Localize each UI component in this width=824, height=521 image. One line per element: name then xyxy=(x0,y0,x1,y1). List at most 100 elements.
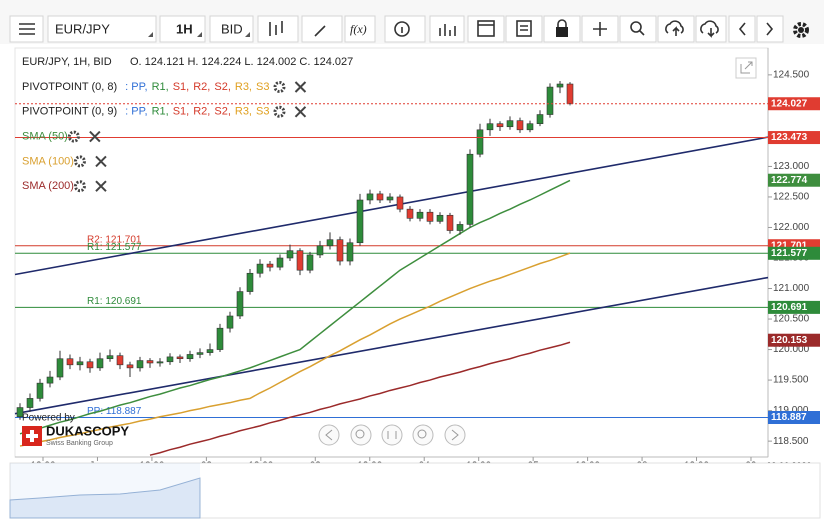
indicator-token: S1, xyxy=(173,81,190,93)
candle-body xyxy=(116,355,124,366)
price-tag xyxy=(768,97,820,111)
price-tag-label: 118.887 xyxy=(771,412,807,423)
chart-header: EUR/JPY, 1H, BID xyxy=(22,56,112,68)
nav-forward[interactable] xyxy=(444,424,466,446)
candle-body xyxy=(526,123,534,131)
toolbar: EUR/JPY 1H BID f(x) xyxy=(0,0,824,44)
y-tick-label: 118.500 xyxy=(773,436,809,447)
candle-body xyxy=(506,120,514,128)
lock-button[interactable] xyxy=(543,15,581,43)
candle-body xyxy=(76,361,84,366)
indicator-name: PIVOTPOINT (0, 8) xyxy=(22,81,117,93)
remove-icon[interactable] xyxy=(95,180,107,192)
remove-icon[interactable] xyxy=(89,130,101,143)
sma-line xyxy=(19,252,571,447)
candle-body xyxy=(136,360,144,369)
candle-body xyxy=(376,193,384,201)
navigator-window[interactable] xyxy=(10,463,200,518)
side-select[interactable]: BID xyxy=(209,15,254,43)
download-button[interactable] xyxy=(695,15,727,43)
forward-button[interactable] xyxy=(756,15,784,43)
price-tag-label: 120.153 xyxy=(771,335,808,346)
nav-reset[interactable] xyxy=(381,424,403,446)
price-tag-label: 121.701 xyxy=(771,240,808,251)
settings-button[interactable] xyxy=(793,22,809,38)
candle-body xyxy=(106,355,114,360)
calendar-button[interactable] xyxy=(467,15,505,43)
candle-body xyxy=(366,193,374,201)
draw-button[interactable] xyxy=(301,15,343,43)
level-label: R1: 121.577 xyxy=(87,242,142,253)
candle-body xyxy=(326,239,334,247)
period: 1H xyxy=(176,21,193,36)
price-tag xyxy=(768,333,820,347)
indicator-token: R1, xyxy=(152,81,169,93)
candle-body xyxy=(486,123,494,131)
price-tag xyxy=(768,300,820,314)
indicator-token: : PP, xyxy=(125,81,147,93)
function-button[interactable]: f(x) xyxy=(344,15,376,43)
candle-body xyxy=(536,114,544,124)
indicator-token: : PP, xyxy=(125,106,147,118)
chart-type-button[interactable] xyxy=(257,15,299,43)
settings-icon[interactable] xyxy=(73,155,86,168)
crosshair-button[interactable] xyxy=(581,15,619,43)
sma-line xyxy=(149,341,571,456)
indicator-token: R2, xyxy=(193,81,210,93)
logo-cross xyxy=(26,430,38,442)
settings-icon[interactable] xyxy=(73,180,86,193)
indicator-token: S1, xyxy=(173,106,190,118)
sma-line xyxy=(19,179,571,435)
settings-icon[interactable] xyxy=(67,130,80,143)
navigation xyxy=(318,424,466,446)
candle-body xyxy=(156,361,164,364)
y-tick-label: 124.500 xyxy=(773,70,810,81)
indicator-name: SMA (100) xyxy=(22,155,74,167)
price-tag xyxy=(768,173,820,187)
candle-body xyxy=(226,315,234,329)
back-button[interactable] xyxy=(728,15,756,43)
remove-icon[interactable] xyxy=(294,81,307,93)
candle-body xyxy=(56,358,64,378)
volume-button[interactable] xyxy=(429,15,465,43)
candle-body xyxy=(16,407,24,418)
nav-zoom-in[interactable] xyxy=(412,424,434,446)
nav-zoom-out[interactable] xyxy=(350,424,372,446)
candle-body xyxy=(316,245,324,256)
symbol-select[interactable]: EUR/JPY xyxy=(47,15,157,43)
expand-button[interactable] xyxy=(735,57,757,79)
level-label: PP: 118.887 xyxy=(87,406,142,417)
candle-body xyxy=(206,349,214,353)
remove-icon[interactable] xyxy=(95,155,107,168)
side: BID xyxy=(221,21,243,36)
candle-body xyxy=(306,254,314,271)
candle-body xyxy=(336,239,344,262)
period-select[interactable]: 1H xyxy=(159,15,206,43)
info-button[interactable] xyxy=(384,15,426,43)
nav-back[interactable] xyxy=(318,424,340,446)
price-tag-label: 122.774 xyxy=(771,175,808,186)
candle-body xyxy=(296,250,304,271)
branding: Powered by DUKASCOPY Swiss Banking Group xyxy=(22,413,129,447)
candle-body xyxy=(266,263,274,268)
y-tick-label: 122.500 xyxy=(773,192,810,203)
y-tick-label: 123.000 xyxy=(773,161,810,172)
news-button[interactable] xyxy=(505,15,543,43)
indicator-token: S3 xyxy=(256,106,269,118)
remove-icon[interactable] xyxy=(294,106,307,118)
zoom-button[interactable] xyxy=(619,15,657,43)
upload-button[interactable] xyxy=(657,15,695,43)
settings-icon[interactable] xyxy=(273,105,286,118)
price-tag-label: 120.691 xyxy=(771,302,808,313)
candle-body xyxy=(246,272,254,292)
price-tag-label: 121.577 xyxy=(771,248,808,259)
brand-tagline: Swiss Banking Group xyxy=(46,440,113,447)
menu-button[interactable] xyxy=(9,15,44,43)
candle-body xyxy=(216,327,224,350)
settings-icon[interactable] xyxy=(273,81,286,93)
candle-body xyxy=(386,196,394,201)
y-tick-label: 120.000 xyxy=(773,344,810,355)
candle-body xyxy=(416,211,424,219)
candle-body xyxy=(426,211,434,222)
